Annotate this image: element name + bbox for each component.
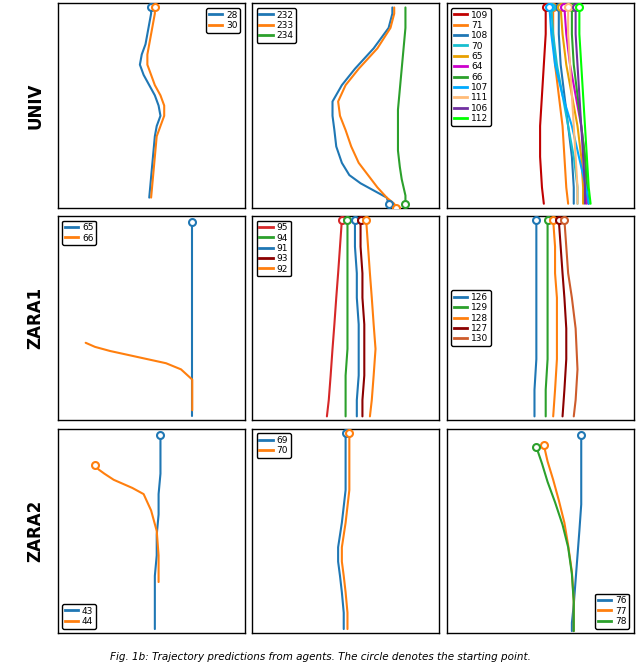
Legend: 126, 129, 128, 127, 130: 126, 129, 128, 127, 130 [451, 290, 491, 346]
Legend: 43, 44: 43, 44 [62, 604, 96, 628]
Text: Fig. 1b: Trajectory predictions from agents. The circle denotes the starting poi: Fig. 1b: Trajectory predictions from age… [109, 652, 531, 662]
Legend: 232, 233, 234: 232, 233, 234 [257, 8, 296, 43]
Legend: 109, 71, 108, 70, 65, 64, 66, 107, 111, 106, 112: 109, 71, 108, 70, 65, 64, 66, 107, 111, … [451, 8, 491, 126]
Legend: 76, 77, 78: 76, 77, 78 [595, 594, 629, 628]
Legend: 28, 30: 28, 30 [206, 8, 240, 33]
Text: UNIV: UNIV [26, 82, 44, 129]
Text: ZARA1: ZARA1 [26, 287, 44, 349]
Legend: 69, 70: 69, 70 [257, 433, 291, 458]
Legend: 65, 66: 65, 66 [62, 220, 96, 245]
Text: ZARA2: ZARA2 [26, 500, 44, 562]
Legend: 95, 94, 91, 93, 92: 95, 94, 91, 93, 92 [257, 220, 291, 276]
